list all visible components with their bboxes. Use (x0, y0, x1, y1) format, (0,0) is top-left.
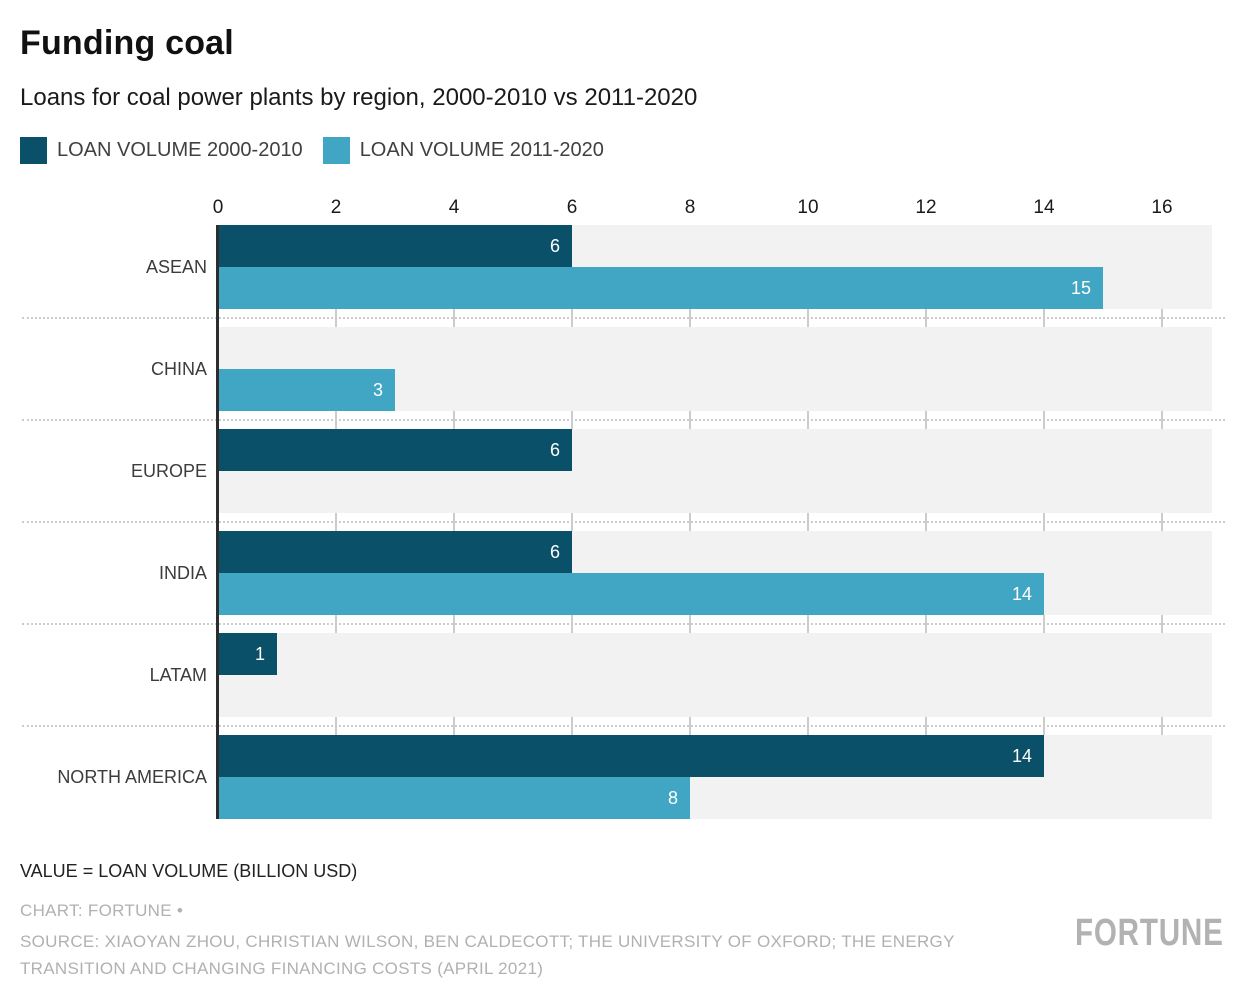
bar-value-label: 14 (1011, 746, 1032, 766)
x-axis-tick-label: 16 (1151, 197, 1173, 218)
bar-chart: 0 2 4 6 8 10 12 14 16 ASEAN 6 15 CHINA 3 EUROPE 6 INDIA 6… (0, 195, 1240, 820)
category-label: EUROPE (130, 460, 207, 481)
x-axis-tick-label: 10 (797, 197, 819, 218)
group-separator-dotted (22, 419, 1225, 421)
chart-title: Funding coal (20, 24, 234, 62)
chart-subtitle: Loans for coal power plants by region, 2… (20, 84, 698, 111)
category-label: NORTH AMERICA (57, 766, 207, 787)
bar-value-label: 6 (549, 440, 560, 460)
bar: 6 (218, 531, 572, 573)
x-axis-tick-label: 0 (212, 197, 224, 218)
group-separator-dotted (22, 725, 1225, 727)
bar-background-strip (218, 675, 1212, 717)
bar-background-strip (218, 471, 1212, 513)
legend: LOAN VOLUME 2000-2010 LOAN VOLUME 2011-2… (20, 137, 604, 164)
bar: 6 (218, 429, 572, 471)
bar-value-label: 8 (667, 788, 678, 808)
bar: 14 (218, 735, 1044, 777)
x-axis-tick-label: 8 (684, 197, 696, 218)
bar: 14 (218, 573, 1044, 615)
y-axis-line (216, 225, 219, 819)
source-text: SOURCE: XIAOYAN ZHOU, CHRISTIAN WILSON, … (20, 932, 955, 978)
value-note: VALUE = LOAN VOLUME (BILLION USD) (20, 861, 358, 881)
group-separator-dotted (22, 521, 1225, 523)
bar-value-label: 14 (1011, 584, 1032, 604)
category-label: LATAM (149, 664, 207, 685)
bar: 8 (218, 777, 690, 819)
x-axis-tick-label: 12 (915, 197, 937, 218)
legend-item-2000-2010: LOAN VOLUME 2000-2010 (20, 137, 303, 164)
category-label: CHINA (150, 358, 207, 379)
legend-item-2011-2020: LOAN VOLUME 2011-2020 (322, 137, 604, 164)
bar-value-label: 3 (372, 380, 383, 400)
bar-value-label: 6 (549, 542, 560, 562)
group-separator-dotted (22, 623, 1225, 625)
legend-swatch-light-teal (322, 137, 350, 164)
x-axis-tick-label: 2 (330, 197, 342, 218)
x-axis-tick-label: 6 (566, 197, 578, 218)
bar: 6 (218, 225, 572, 267)
category-label: INDIA (158, 562, 207, 583)
category-label: ASEAN (145, 256, 207, 277)
legend-swatch-dark-teal (20, 137, 47, 164)
bar: 1 (218, 633, 277, 675)
bar-value-label: 1 (254, 644, 265, 664)
bar-background-strip (218, 327, 1212, 369)
bar: 15 (218, 267, 1103, 309)
legend-label: LOAN VOLUME 2000-2010 (57, 139, 303, 161)
bar: 3 (218, 369, 395, 411)
x-axis-tick-label: 14 (1033, 197, 1055, 218)
bar-background-strip (218, 633, 1212, 675)
bar-value-label: 6 (549, 236, 560, 256)
group-separator-dotted (22, 317, 1225, 319)
x-axis-tick-label: 4 (448, 197, 460, 218)
chart-credit: CHART: FORTUNE • (20, 901, 184, 920)
legend-label: LOAN VOLUME 2011-2020 (359, 139, 604, 161)
fortune-logo: FORTUNE (1075, 912, 1224, 954)
bar-value-label: 15 (1070, 278, 1091, 298)
